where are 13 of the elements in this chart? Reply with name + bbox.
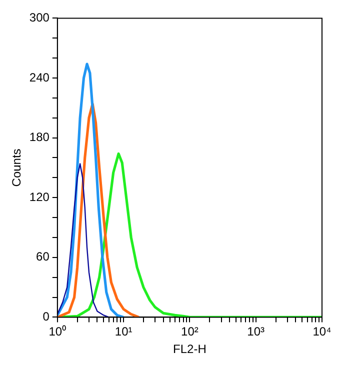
y-axis-title: Counts — [10, 148, 24, 187]
y-tick-label: 60 — [36, 250, 50, 264]
x-axis-title: FL2-H — [173, 342, 206, 356]
x-tick-label: 10⁰ — [48, 324, 66, 339]
y-tick-label: 240 — [29, 70, 50, 84]
y-tick-label: 180 — [29, 130, 50, 144]
y-tick-label: 300 — [29, 10, 50, 25]
x-tick-label: 10³ — [247, 324, 265, 339]
x-tick-label: 10¹ — [114, 324, 132, 339]
y-tick-label: 0 — [42, 310, 50, 324]
x-tick-label: 10² — [181, 324, 198, 339]
y-tick-label: 120 — [29, 190, 50, 204]
x-tick-label: 10⁴ — [312, 324, 332, 339]
